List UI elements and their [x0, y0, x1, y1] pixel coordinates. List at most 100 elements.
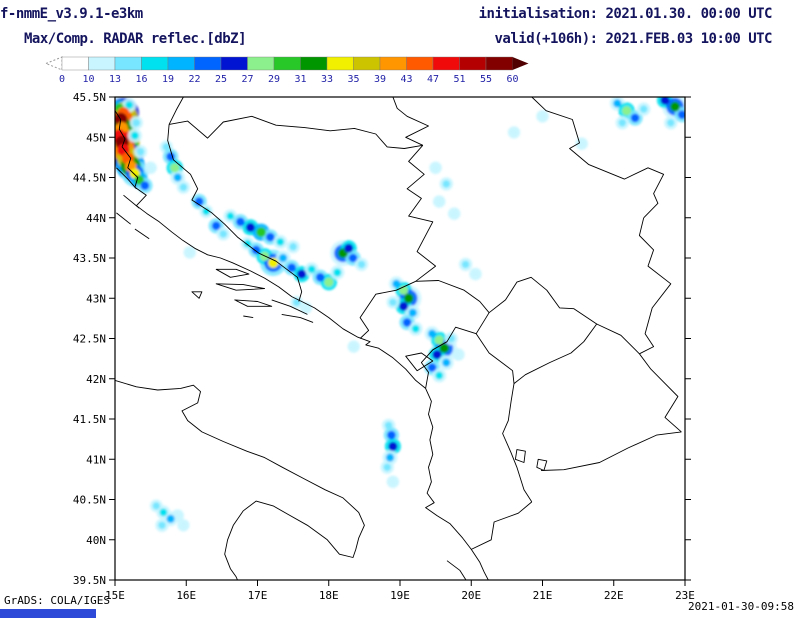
border-albania-greece [471, 501, 533, 550]
radar-cell [384, 421, 393, 430]
colorbar-under-arrow [44, 56, 63, 71]
axes: 45.5N 45N 44.5N 44N 43.5N 43N 42.5N 42N 41.5N 41N… [73, 91, 695, 602]
colorbar-segment [406, 56, 434, 71]
radar-cell [432, 164, 440, 172]
coastline-italy [115, 379, 365, 580]
colorbar-tick-label: 19 [162, 74, 174, 85]
lat-tick-label: 41N [86, 453, 106, 466]
radar-cell [276, 238, 285, 246]
colorbar-segment [300, 56, 328, 71]
radar-cell [125, 101, 134, 110]
radar-cell [179, 183, 188, 191]
init-time: initialisation: 2021.01.30. 00:00 UTC [478, 6, 773, 22]
colorbar: 0 10 13 16 19 22 25 27 29 31 33 35 39 43 47 51 55 60 [44, 56, 529, 85]
island-hvar [215, 283, 266, 291]
radar-cell [136, 148, 145, 156]
radar-cell [454, 351, 462, 359]
radar-cell [640, 105, 648, 113]
radar-cell [434, 335, 444, 345]
radar-cell [302, 304, 310, 312]
radar-cell [140, 181, 150, 190]
border-serbia-bulgaria [638, 217, 672, 355]
colorbar-segment [273, 56, 301, 71]
island-lastovo [243, 315, 254, 319]
border-serbia-macedonia [596, 323, 640, 355]
colorbar-tick-label: 47 [427, 74, 439, 85]
colorbar-segment [61, 56, 89, 71]
radar-cell [392, 279, 401, 288]
border-montenegro-serbia [415, 280, 490, 313]
radar-cell [266, 232, 275, 242]
colorbar-tick-label: 16 [135, 74, 147, 85]
colorbar-segment [247, 56, 275, 71]
radar-cell [186, 248, 194, 256]
radar-cell [348, 253, 358, 263]
radar-cell [307, 265, 316, 274]
colorbar-tick-label: 29 [268, 74, 280, 85]
radar-cell [670, 101, 680, 112]
lat-tick-label: 42N [86, 373, 106, 386]
lat-tick-label: 42.5N [73, 333, 106, 346]
radar-cell [403, 293, 414, 304]
radar-cell [202, 207, 210, 216]
colorbar-tick-label: 39 [374, 74, 386, 85]
model-name: f-nmmE_v3.9.1-e3km [0, 6, 143, 22]
radar-cell [408, 308, 417, 317]
radar-cell [357, 260, 366, 269]
radar-cell [219, 230, 227, 238]
colorbar-tick-label: 35 [347, 74, 359, 85]
radar-cell [660, 97, 670, 105]
radar-cell [158, 521, 166, 529]
colorbar-tick-label: 31 [294, 74, 306, 85]
radar-cell [435, 371, 444, 380]
border-croatia-serbia-danube [392, 97, 429, 146]
border-macedonia-greece [541, 431, 682, 471]
radar-cell [677, 110, 685, 119]
lat-tick-label: 40.5N [73, 494, 106, 507]
colorbar-tick-label: 0 [59, 74, 65, 85]
lat-tick-label: 44.5N [73, 172, 106, 185]
border-bosnia-west [167, 124, 303, 302]
colorbar-tick-label: 33 [321, 74, 333, 85]
border-montenegro-albania [420, 326, 477, 389]
colorbar-segment [459, 56, 487, 71]
radar-cell [667, 119, 675, 127]
lon-tick-label: 21E [533, 589, 553, 602]
colorbar-over-arrow [512, 57, 529, 70]
lat-tick-label: 39.5N [73, 574, 106, 587]
island-pag [116, 167, 137, 190]
island-vis [191, 291, 203, 299]
radar-cell [279, 253, 288, 263]
island-dugi-otok [116, 212, 131, 225]
lon-tick-label: 18E [319, 589, 339, 602]
radar-cell [287, 263, 297, 273]
colorbar-tick-label: 25 [215, 74, 227, 85]
peninsula-peljesac [271, 299, 308, 315]
radar-cell [256, 227, 266, 237]
colorbar-segment [220, 56, 248, 71]
product-title: Max/Comp. RADAR reflec.[dbZ] [24, 31, 247, 47]
lon-tick-label: 19E [390, 589, 410, 602]
lake-ohrid [514, 449, 526, 463]
radar-cell [428, 329, 437, 338]
island-brac [215, 268, 250, 278]
radar-cell [245, 222, 255, 232]
border-serbia-romania [531, 97, 665, 219]
radar-cell [399, 301, 409, 311]
radar-cell [180, 521, 187, 529]
radar-cell [539, 112, 546, 120]
colorbar-tick-label: 43 [400, 74, 412, 85]
radar-cell [630, 113, 640, 123]
border-albania-east [502, 383, 533, 503]
radar-cell [461, 260, 470, 269]
radar-cell [472, 270, 479, 278]
colorbar-tick-label: 22 [188, 74, 200, 85]
radar-cell [166, 514, 175, 523]
radar-cell [432, 350, 442, 360]
radar-cell [439, 343, 450, 354]
border-kosovo [475, 276, 598, 385]
colorbar-segment [194, 56, 222, 71]
radar-cell [251, 245, 261, 255]
lat-tick-label: 44N [86, 212, 106, 225]
